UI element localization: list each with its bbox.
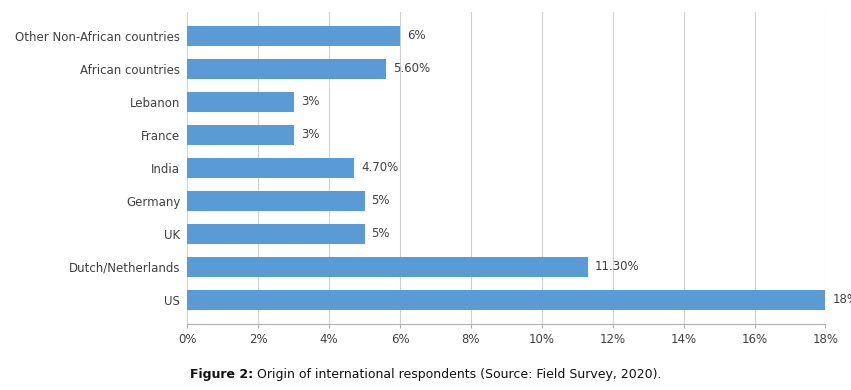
Bar — [187, 290, 825, 310]
Bar — [187, 158, 354, 177]
Text: Origin of international respondents (Source: Field Survey, 2020).: Origin of international respondents (Sou… — [253, 368, 661, 381]
Bar — [187, 26, 400, 46]
Bar — [187, 92, 294, 112]
Text: Figure 2:: Figure 2: — [190, 368, 253, 381]
Bar — [187, 224, 364, 244]
Bar — [187, 125, 294, 145]
Bar — [187, 257, 588, 277]
Text: 4.70%: 4.70% — [361, 161, 398, 174]
Text: 3%: 3% — [300, 128, 319, 141]
Text: 5%: 5% — [372, 194, 390, 207]
Text: 5.60%: 5.60% — [393, 62, 430, 75]
Text: 11.30%: 11.30% — [595, 260, 640, 273]
Text: 3%: 3% — [300, 95, 319, 108]
Text: 5%: 5% — [372, 227, 390, 240]
Text: 6%: 6% — [407, 29, 426, 42]
Text: 18%: 18% — [832, 293, 851, 306]
Bar — [187, 59, 386, 79]
Bar — [187, 191, 364, 211]
